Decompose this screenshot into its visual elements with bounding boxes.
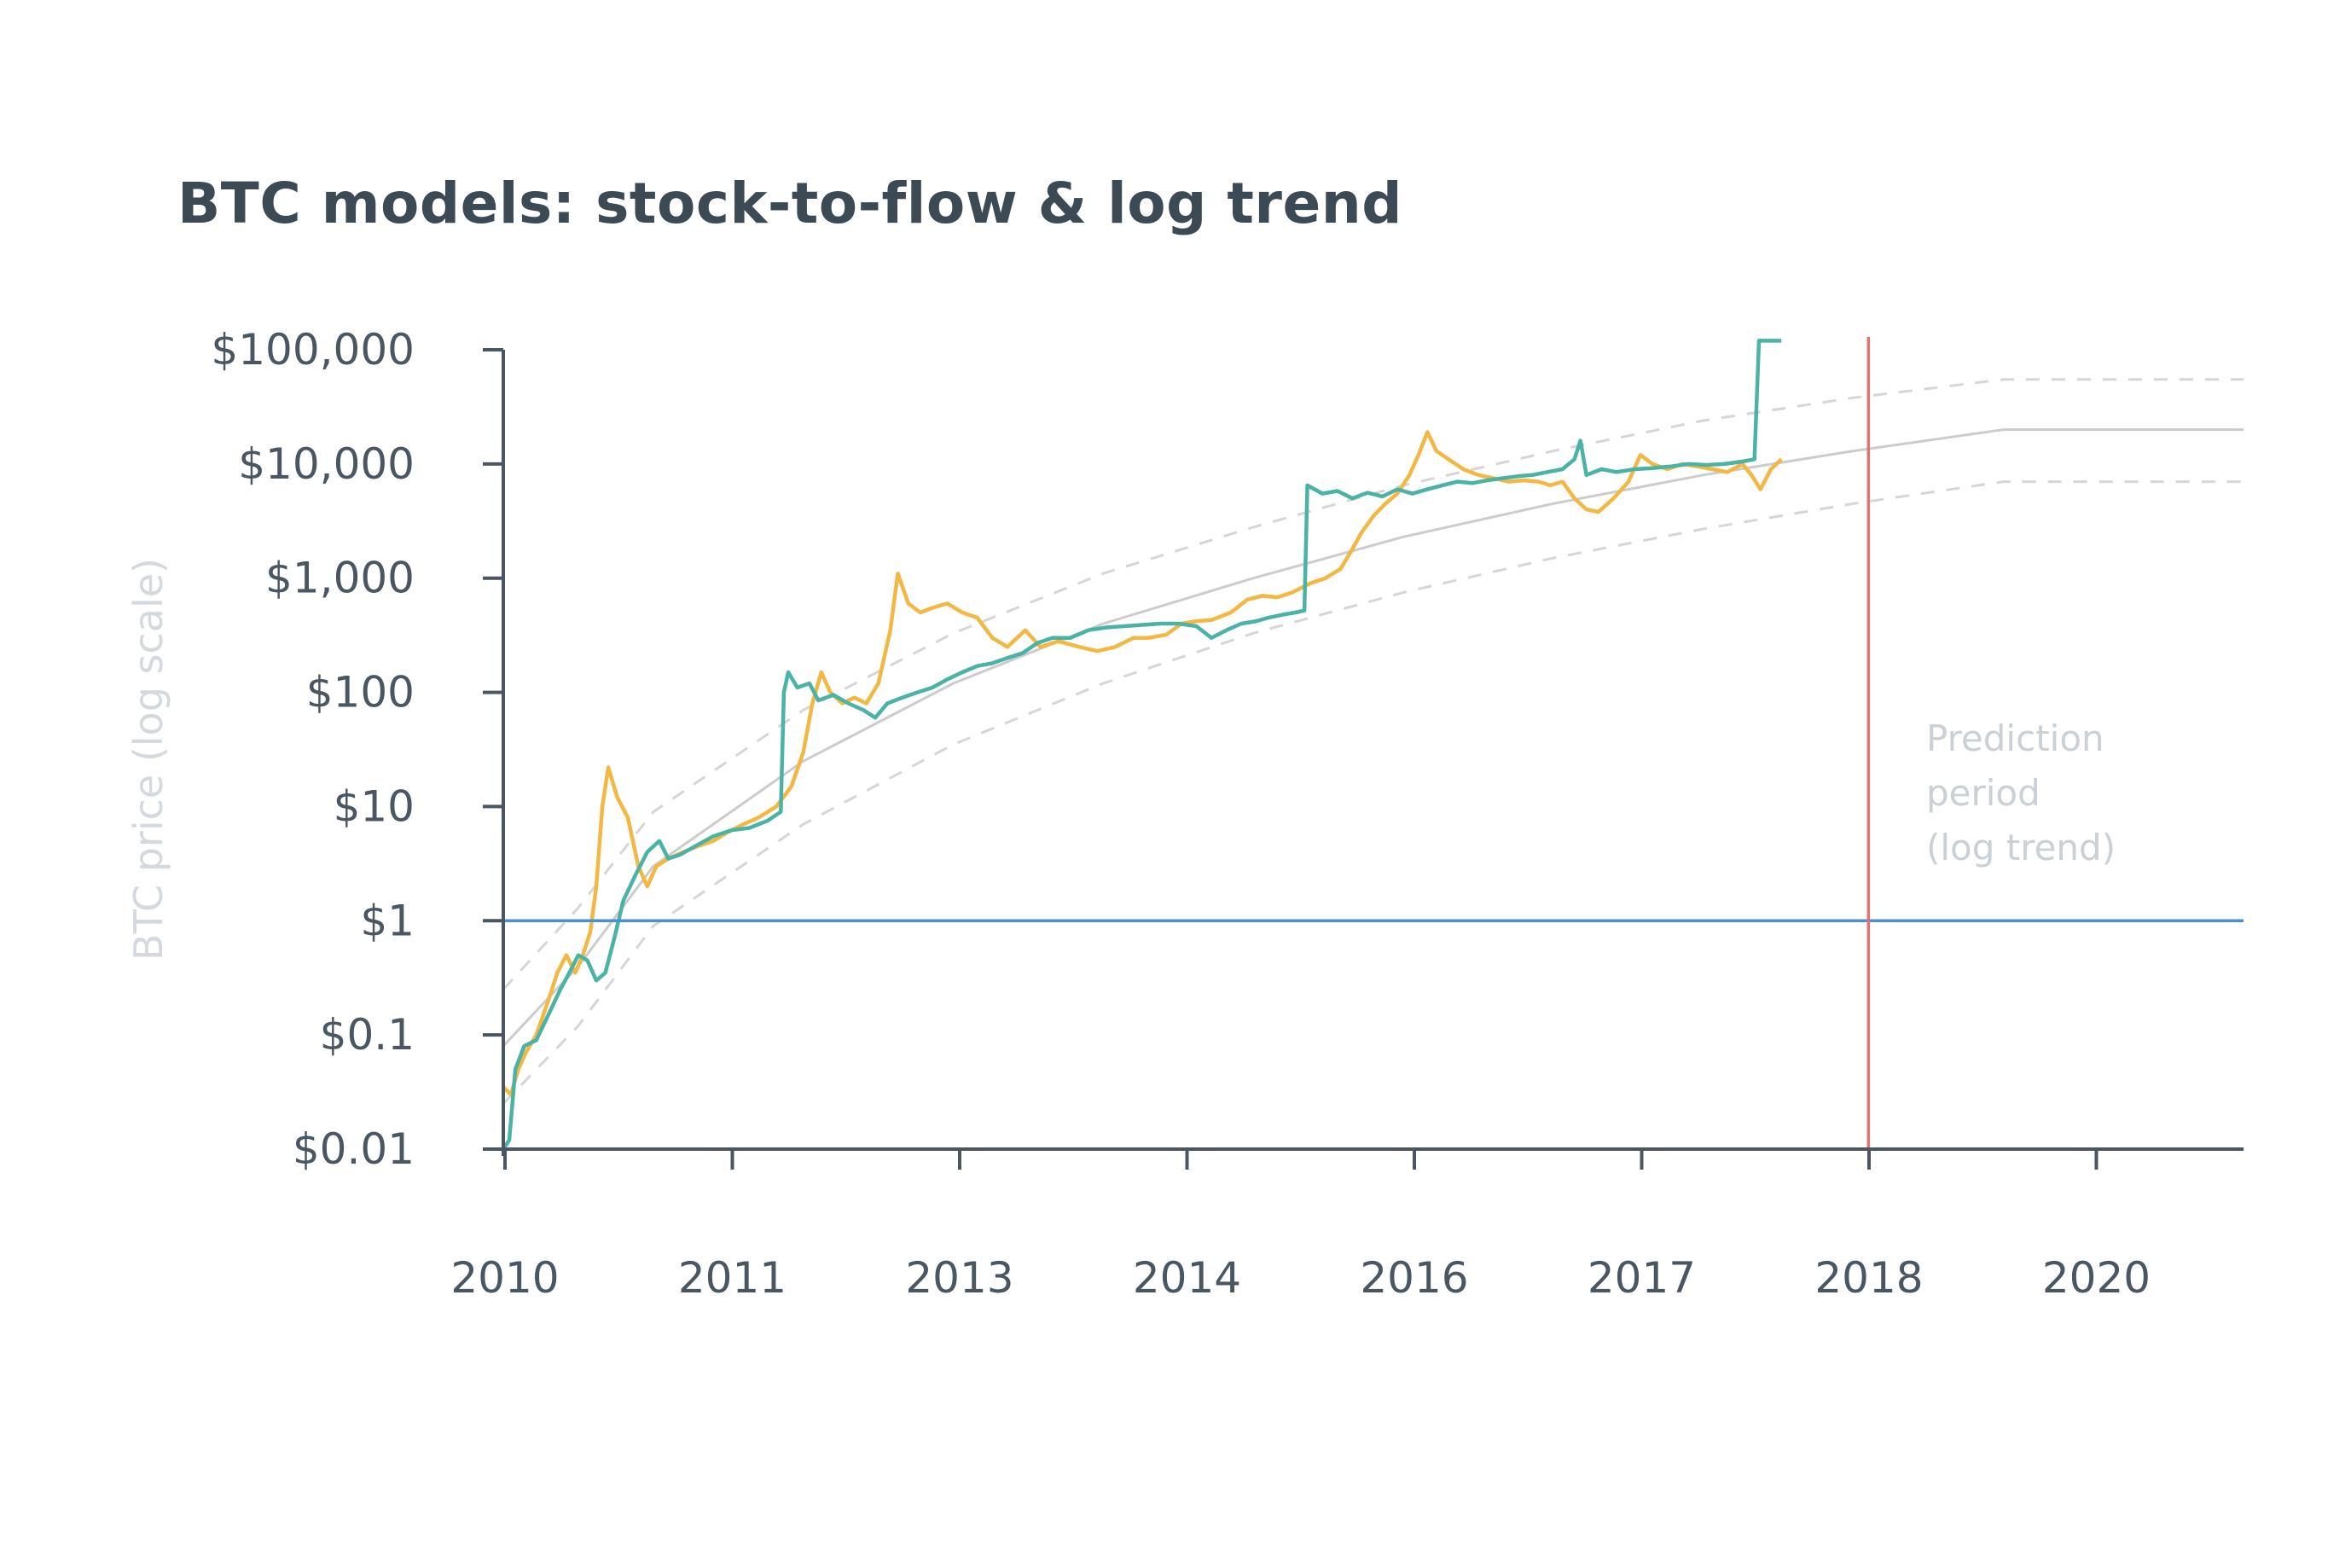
y-tick-label: $1 [360, 896, 415, 945]
x-tick-label: 2014 [1133, 1253, 1241, 1303]
y-tick-label: $0.01 [293, 1124, 415, 1174]
x-tick-label: 2020 [2042, 1253, 2151, 1303]
prediction-annotation: (log trend) [1926, 827, 2116, 868]
trend-line-center [502, 428, 2244, 1048]
x-tick-label: 2017 [1588, 1253, 1696, 1303]
trend-line-upper [502, 378, 2244, 990]
x-tick-label: 2013 [905, 1253, 1013, 1303]
trend-line-lower [502, 480, 2244, 1105]
price-series-line [502, 430, 1783, 1097]
prediction-annotation: Prediction [1926, 717, 2104, 759]
y-tick-label: $100,000 [211, 325, 415, 375]
y-axis-title: BTC price (log scale) [125, 558, 171, 961]
y-tick-label: $10,000 [238, 439, 415, 489]
y-tick-label: $1,000 [265, 554, 415, 603]
x-tick-label: 2018 [1814, 1253, 1923, 1303]
y-tick-label: $10 [334, 781, 415, 831]
x-tick-label: 2016 [1360, 1253, 1468, 1303]
x-tick-label: 2010 [450, 1253, 559, 1303]
prediction-annotation: period [1926, 772, 2040, 814]
chart-title: BTC models: stock-to-flow & log trend [177, 171, 1402, 236]
x-tick-label: 2011 [678, 1253, 787, 1303]
y-tick-label: $0.1 [320, 1010, 415, 1060]
y-tick-label: $100 [306, 668, 415, 717]
stock-to-flow-series-line [502, 339, 1782, 1151]
